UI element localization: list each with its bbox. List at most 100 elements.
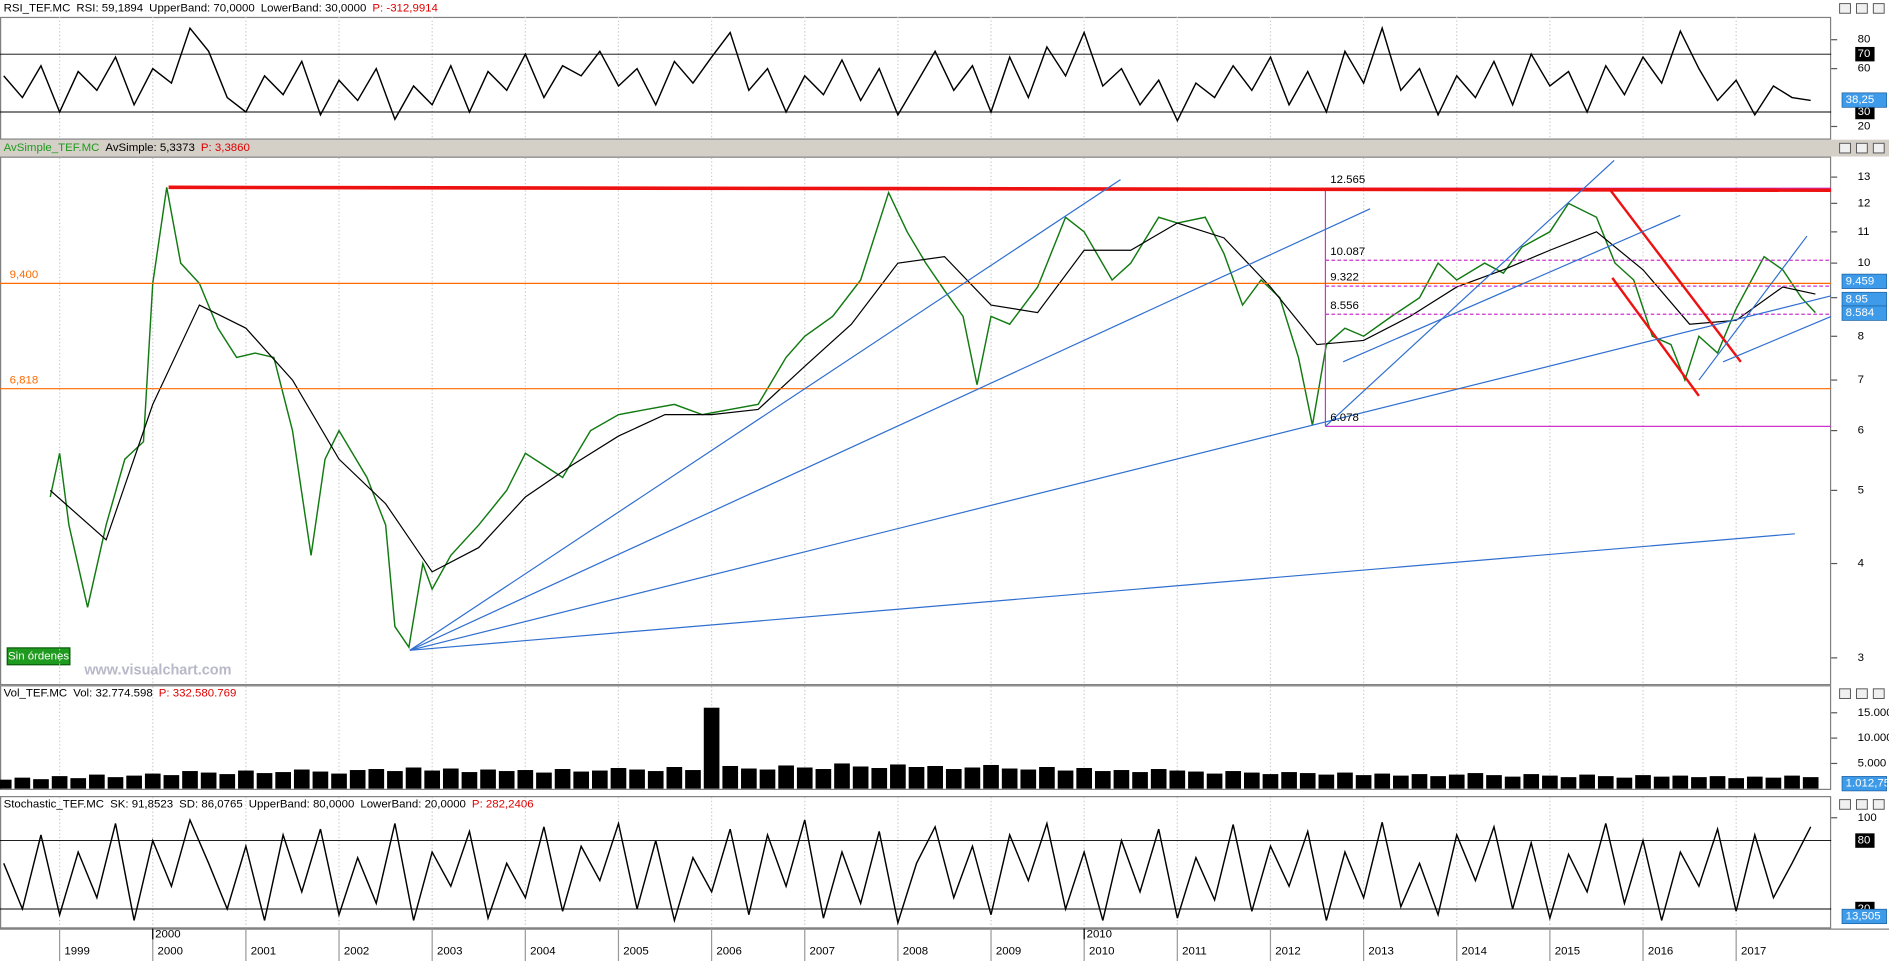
y-tick-label: 11 — [1858, 226, 1870, 238]
panel-header: AvSimple_TEF.MC AvSimple: 5,3373 P: 3,3860 — [4, 142, 250, 154]
y-tick-label: 60 — [1858, 63, 1871, 75]
x-tick-label: 2005 — [623, 945, 648, 957]
horizontal-line-label: 6,818 — [10, 374, 39, 386]
volume-bar — [517, 770, 534, 789]
trend-line — [1698, 235, 1808, 381]
minimize-button[interactable] — [1839, 688, 1851, 699]
volume-bar — [1188, 771, 1204, 789]
header-field: Vol: 32.774.598 — [73, 688, 153, 700]
volume-bar — [256, 773, 273, 789]
fib-label: 9.322 — [1330, 272, 1359, 284]
volume-bar — [1653, 776, 1670, 789]
x-tick-label: 2012 — [1275, 945, 1300, 957]
header-field: LowerBand: 30,0000 — [261, 2, 367, 14]
horizontal-line-label: 9,400 — [10, 269, 39, 281]
minimize-button[interactable] — [1839, 799, 1851, 810]
minimize-button[interactable] — [1839, 3, 1851, 14]
volume-bar — [796, 767, 813, 789]
header-field: RSI: 59,1894 — [76, 2, 143, 14]
x-tick-label: 2009 — [996, 945, 1021, 957]
maximize-button[interactable] — [1855, 688, 1868, 699]
y-tick-label: 8 — [1858, 330, 1864, 342]
x-tick-label: 2016 — [1648, 945, 1673, 957]
x-tick-label: 2008 — [903, 945, 928, 957]
y-tick-label: 5.000 — [1858, 757, 1887, 769]
volume-bar — [293, 769, 310, 789]
volume-bar — [480, 769, 496, 789]
volume-bar — [629, 769, 645, 789]
volume-bar — [927, 765, 943, 789]
maximize-button[interactable] — [1855, 3, 1868, 14]
close-button[interactable] — [1872, 3, 1885, 14]
x-tick-label: 2002 — [344, 945, 369, 957]
volume-bar — [163, 775, 180, 789]
trend-line — [1609, 189, 1742, 363]
volume-bar — [349, 770, 366, 789]
volume-bar — [424, 770, 441, 789]
volume-bar — [1206, 773, 1223, 789]
volume-bar — [1504, 776, 1521, 789]
fib-label: 12.565 — [1330, 174, 1365, 186]
volume-bar — [1113, 770, 1130, 789]
volume-bar — [1672, 775, 1689, 789]
close-button[interactable] — [1872, 799, 1885, 810]
band-label-box — [1855, 833, 1875, 848]
volume-bar — [834, 763, 850, 789]
close-button[interactable] — [1872, 142, 1885, 154]
trend-line — [1722, 315, 1832, 363]
header-field: LowerBand: 20,0000 — [360, 798, 466, 810]
volume-bar — [1765, 777, 1782, 789]
header-field: UpperBand: 70,0000 — [149, 2, 255, 14]
watermark: www.visualchart.com — [83, 663, 231, 679]
volume-bar — [1318, 774, 1335, 789]
status-box[interactable] — [6, 647, 71, 666]
volume-bar — [33, 779, 49, 789]
header-field: UpperBand: 80,0000 — [249, 798, 355, 810]
volume-bar — [554, 769, 571, 789]
volume-bar — [405, 767, 422, 789]
volume-bar — [1784, 775, 1800, 789]
panel-header: Stochastic_TEF.MC SK: 91,8523 SD: 86,0765 U… — [4, 798, 534, 810]
trend-line — [1611, 277, 1700, 397]
volume-bar — [647, 771, 664, 789]
header-field: P: 3,3860 — [201, 142, 250, 154]
minimize-button[interactable] — [1839, 142, 1851, 154]
band-label: 30 — [1858, 106, 1871, 118]
x-tick-label: 2011 — [1182, 945, 1207, 957]
volume-bar — [945, 769, 962, 789]
header-field: P: 282,2406 — [472, 798, 534, 810]
series-line — [49, 187, 1816, 650]
current-value-box — [1841, 776, 1887, 792]
volume-bar — [666, 767, 683, 789]
volume-bar — [238, 770, 254, 789]
volume-bar — [1057, 770, 1074, 789]
volume-bar — [703, 707, 720, 789]
rsi-frame — [0, 16, 1832, 140]
window-buttons — [1839, 3, 1885, 810]
y-tick-label: 20 — [1858, 121, 1871, 133]
trend-line — [409, 208, 1371, 651]
fib-label: 8.556 — [1330, 300, 1359, 312]
volume-bar — [442, 768, 459, 789]
close-button[interactable] — [1872, 688, 1885, 699]
x-tick-label: 2017 — [1741, 945, 1766, 957]
header-field: AvSimple_TEF.MC — [4, 142, 100, 154]
y-tick-label: 10 — [1858, 257, 1871, 269]
y-tick-label: 80 — [1858, 34, 1871, 46]
header-band — [0, 139, 1889, 157]
maximize-button[interactable] — [1855, 799, 1868, 810]
x-tick-label: 2000 — [158, 945, 183, 957]
x-tick-label: 2006 — [716, 945, 741, 957]
maximize-button[interactable] — [1855, 142, 1868, 154]
header-field: SD: 86,0765 — [179, 798, 243, 810]
volume-bar — [1635, 775, 1651, 789]
band-label: 80 — [1858, 835, 1871, 847]
volume-bar — [1076, 768, 1093, 789]
header-field: SK: 91,8523 — [110, 798, 173, 810]
volume-bar — [1337, 772, 1353, 789]
header-field: Vol_TEF.MC — [4, 688, 68, 700]
volume-bar — [1132, 772, 1148, 789]
x-tick-label: 2014 — [1462, 945, 1488, 957]
plot-area — [0, 157, 1832, 685]
